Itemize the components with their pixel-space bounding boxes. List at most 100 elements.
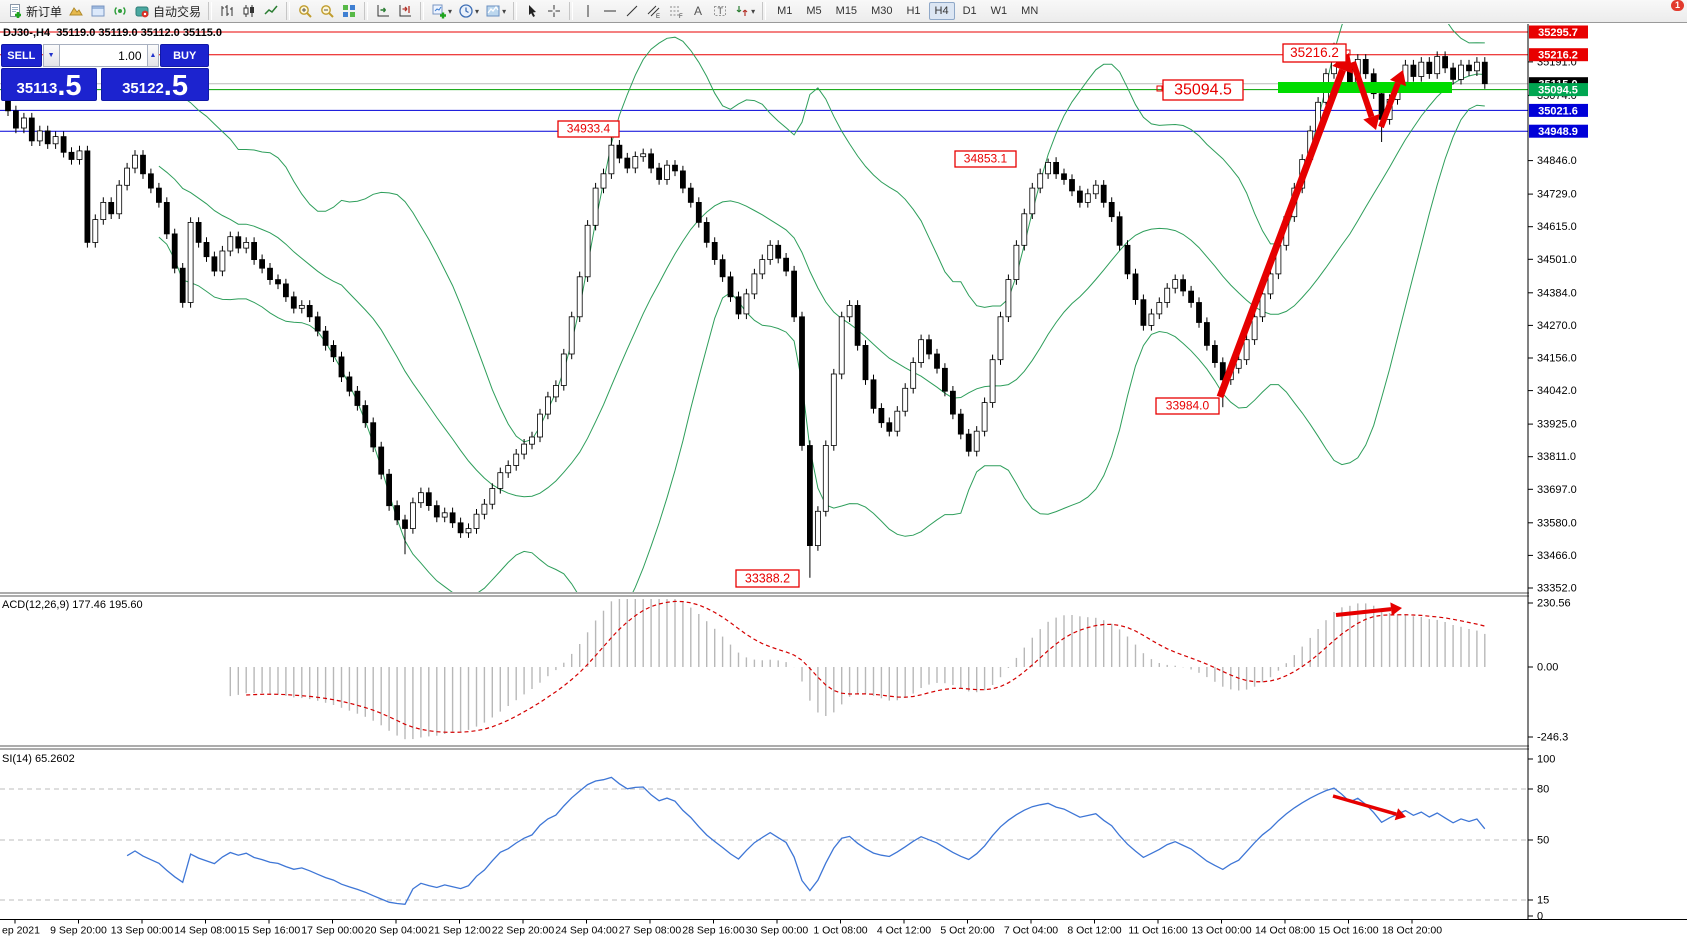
zoom-in-button[interactable] — [294, 0, 316, 22]
shift-icon — [397, 3, 413, 19]
macd-pane — [229, 599, 1486, 740]
toolbar-separator — [420, 2, 425, 20]
svg-text:1 Oct 08:00: 1 Oct 08:00 — [813, 925, 867, 937]
svg-text:34156.0: 34156.0 — [1537, 353, 1577, 365]
timeframe-mn[interactable]: MN — [1021, 5, 1039, 17]
svg-text:A: A — [694, 4, 702, 18]
add-indicator-button[interactable]: ▾ — [428, 0, 455, 22]
timeframe-d1[interactable]: D1 — [962, 5, 977, 17]
sell-button[interactable]: SELL — [1, 44, 42, 67]
chart-profile-button[interactable] — [65, 0, 87, 22]
templates-button[interactable]: ▾ — [482, 0, 509, 22]
pane-separators[interactable] — [0, 592, 1687, 750]
hline-icon — [602, 3, 618, 19]
timeframe-w1[interactable]: W1 — [990, 5, 1008, 17]
svg-text:100: 100 — [1537, 754, 1555, 766]
draw-equidistant-channel-button[interactable]: E — [643, 0, 665, 22]
draw-arrows-button[interactable]: ▾ — [731, 0, 758, 22]
svg-text:21 Sep 12:00: 21 Sep 12:00 — [428, 925, 491, 937]
market-watch-window-button[interactable] — [87, 0, 109, 22]
one-click-trading-panel: SELL ▼ ▲ BUY 35113 .5 35122 .5 — [1, 44, 209, 101]
clock-icon — [458, 3, 474, 19]
timeframe-m1[interactable]: M1 — [777, 5, 793, 17]
svg-text:14 Oct 08:00: 14 Oct 08:00 — [1255, 925, 1315, 937]
toolbar-separator — [286, 2, 291, 20]
svg-text:0: 0 — [1537, 911, 1543, 923]
rsi-indicator-label: SI(14) 65.2602 — [2, 753, 75, 765]
draw-trendline-button[interactable] — [621, 0, 643, 22]
signals-button[interactable] — [109, 0, 131, 22]
time-axis-labels: ep 2021 9 Sep 20:00 13 Sep 00:00 14 Sep 08:… — [2, 919, 1442, 937]
price-axis-ticks: 35191.035074.034846.034729.034615.034501… — [1528, 56, 1577, 595]
timeframe-h1[interactable]: H1 — [906, 5, 921, 17]
bar-chart-mode-button[interactable] — [216, 0, 238, 22]
price-annotation-labels: 34933.4 34853.1 33984.0 33388.2 35216.2 35094… — [557, 43, 1347, 588]
sell-price-display[interactable]: 35113 .5 — [1, 68, 98, 101]
bars-icon — [219, 3, 235, 19]
notification-badge: 1 — [1670, 0, 1684, 11]
svg-text:34933.4: 34933.4 — [567, 122, 611, 136]
draw-vertical-line-button[interactable] — [577, 0, 599, 22]
svg-text:35216.2: 35216.2 — [1290, 45, 1339, 60]
toolbar-separator — [513, 2, 518, 20]
svg-text:34270.0: 34270.0 — [1537, 320, 1577, 332]
tile-windows-button[interactable] — [338, 0, 360, 22]
zoom-in-icon — [297, 3, 313, 19]
svg-text:9 Sep 20:00: 9 Sep 20:00 — [50, 925, 107, 937]
autotrading-label: 自动交易 — [153, 4, 202, 19]
notifications-button[interactable]: 1 — [1660, 0, 1685, 31]
new-order-button[interactable]: 新订单 — [4, 0, 65, 22]
svg-text:80: 80 — [1537, 784, 1549, 796]
chart-shift-button[interactable] — [394, 0, 416, 22]
draw-fibonacci-button[interactable]: F — [665, 0, 687, 22]
textA-icon: A — [690, 3, 706, 19]
autotrading-button[interactable]: 自动交易 — [131, 0, 204, 22]
arrow-down-icon: ▼ — [47, 52, 55, 59]
candlestick-mode-button[interactable] — [238, 0, 260, 22]
svg-text:34853.1: 34853.1 — [964, 152, 1008, 166]
periods-button[interactable]: ▾ — [455, 0, 482, 22]
zoom-out-button[interactable] — [316, 0, 338, 22]
search-button[interactable] — [1638, 1, 1665, 31]
zoom-out-icon — [319, 3, 335, 19]
rsi-pane — [0, 776, 1528, 905]
chevron-down-icon: ▾ — [475, 6, 480, 16]
macd-axis-ticks: 230.56 0.00 -246.3 — [1528, 598, 1571, 744]
svg-text:-246.3: -246.3 — [1537, 732, 1568, 744]
window-icon — [90, 3, 106, 19]
timeframe-h4[interactable]: H4 — [928, 2, 955, 20]
svg-text:15: 15 — [1537, 895, 1549, 907]
arrow-up-icon: ▲ — [149, 52, 157, 59]
rsi-axis-ticks: 100 80 50 15 0 — [1528, 754, 1555, 923]
cursor-tool-button[interactable] — [521, 0, 543, 22]
svg-text:35094.5: 35094.5 — [1174, 82, 1232, 99]
timeframe-m30[interactable]: M30 — [871, 5, 893, 17]
signal-icon — [112, 3, 128, 19]
draw-text-label-button[interactable]: T — [709, 0, 731, 22]
buy-price-display[interactable]: 35122 .5 — [101, 68, 209, 101]
toolbar-separator — [364, 2, 369, 20]
svg-text:34501.0: 34501.0 — [1537, 254, 1577, 266]
crosshair-tool-button[interactable] — [543, 0, 565, 22]
line-chart-mode-button[interactable] — [260, 0, 282, 22]
ask-price-main: 35122 — [122, 80, 164, 97]
chart-canvas[interactable]: 34933.4 34853.1 33984.0 33388.2 35216.2 35094… — [0, 24, 1687, 942]
volume-increase-button[interactable]: ▲ — [146, 44, 160, 67]
svg-text:35295.7: 35295.7 — [1538, 27, 1578, 39]
volume-input[interactable] — [59, 44, 147, 67]
draw-horizontal-line-button[interactable] — [599, 0, 621, 22]
svg-text:33925.0: 33925.0 — [1537, 419, 1577, 431]
price-axis[interactable] — [1529, 24, 1687, 920]
highlight-zone — [1278, 82, 1452, 93]
timeframe-m5[interactable]: M5 — [806, 5, 822, 17]
svg-text:33811.0: 33811.0 — [1537, 451, 1576, 463]
svg-text:18 Oct 20:00: 18 Oct 20:00 — [1382, 925, 1442, 937]
svg-text:34729.0: 34729.0 — [1537, 189, 1577, 201]
volume-decrease-button[interactable]: ▼ — [42, 44, 60, 67]
auto-scroll-button[interactable] — [372, 0, 394, 22]
buy-button[interactable]: BUY — [160, 44, 209, 67]
chevron-down-icon: ▾ — [502, 6, 507, 16]
timeframe-m15[interactable]: M15 — [835, 5, 858, 17]
doc-plus-icon — [7, 3, 23, 19]
draw-text-button[interactable]: A — [687, 0, 709, 22]
